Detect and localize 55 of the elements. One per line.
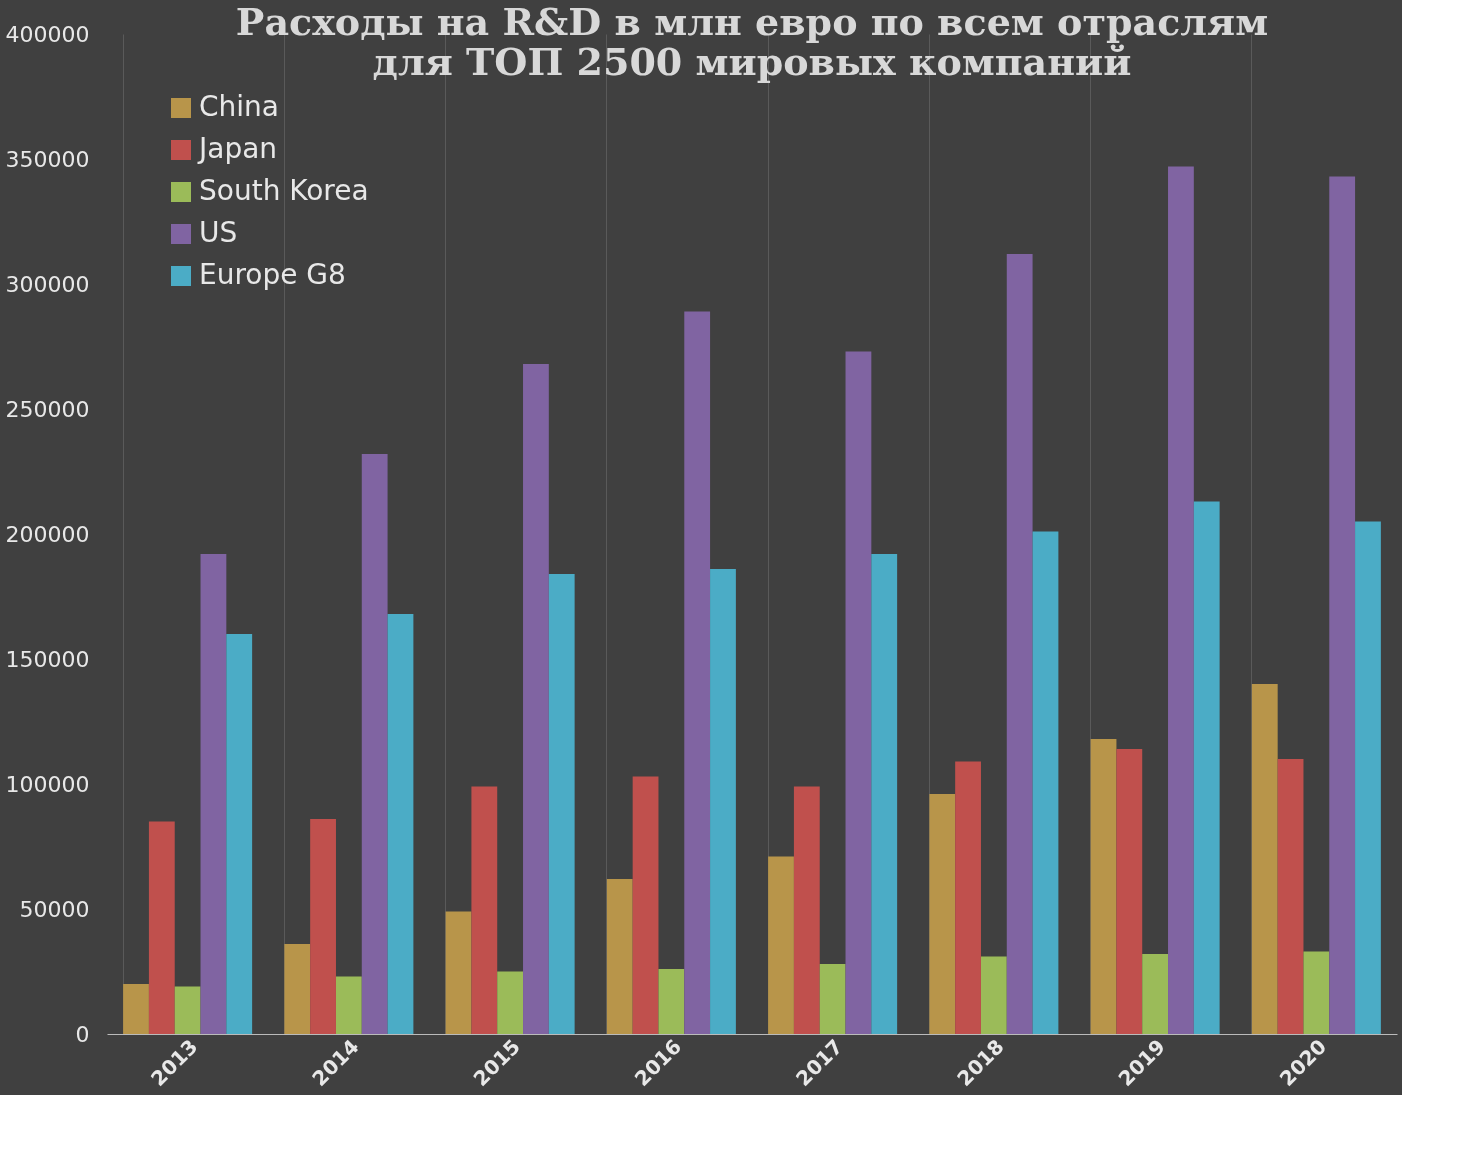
bar (548, 574, 575, 1034)
bar (684, 311, 711, 1034)
bar (310, 819, 336, 1034)
bar (1006, 254, 1033, 1034)
bar (148, 821, 175, 1034)
bar (1142, 954, 1169, 1034)
y-tick-label: 300000 (5, 271, 90, 297)
bar (445, 911, 472, 1034)
bar (1090, 739, 1117, 1034)
legend-label: South Korea (199, 174, 369, 207)
y-tick-label: 350000 (5, 146, 90, 172)
bar (471, 786, 498, 1034)
bar (1303, 951, 1330, 1034)
bar (226, 634, 253, 1034)
y-tick-label: 200000 (5, 521, 90, 547)
bar (1032, 531, 1059, 1034)
y-tick-label: 400000 (5, 21, 90, 47)
y-tick-label: 50000 (19, 896, 90, 922)
bar (819, 964, 846, 1034)
bar (1277, 759, 1304, 1034)
bar (123, 984, 149, 1034)
bar (284, 944, 311, 1034)
bar (980, 956, 1007, 1034)
bar (929, 794, 956, 1034)
chart-title: Расходы на R&D в млн евро по всем отраслям для ТОП 2500 мировых компаний (235, 0, 1269, 84)
bar (955, 761, 981, 1034)
legend-label: China (199, 90, 279, 123)
bar (632, 776, 659, 1034)
bar (1116, 749, 1143, 1034)
bar (174, 986, 201, 1034)
bar (658, 969, 685, 1034)
bar (361, 454, 388, 1034)
bar (335, 976, 362, 1034)
bar (387, 614, 414, 1034)
bar (200, 554, 227, 1034)
bar (1355, 521, 1381, 1034)
bar (523, 364, 549, 1034)
bar (606, 879, 633, 1034)
bar (1168, 166, 1194, 1034)
bar (1193, 501, 1220, 1034)
bar (1251, 684, 1278, 1034)
bar (768, 856, 794, 1034)
legend-label: Japan (197, 132, 278, 165)
y-tick-label: 150000 (5, 646, 90, 672)
bar (1329, 176, 1356, 1034)
y-tick-label: 250000 (5, 396, 90, 422)
legend-label: Europe G8 (199, 258, 346, 291)
bar (871, 554, 898, 1034)
y-tick-label: 0 (75, 1021, 90, 1047)
bar (793, 786, 820, 1034)
legend-label: US (199, 216, 238, 249)
bar (497, 971, 524, 1034)
bar (710, 569, 736, 1034)
bar (845, 351, 872, 1034)
y-tick-label: 100000 (5, 771, 90, 797)
